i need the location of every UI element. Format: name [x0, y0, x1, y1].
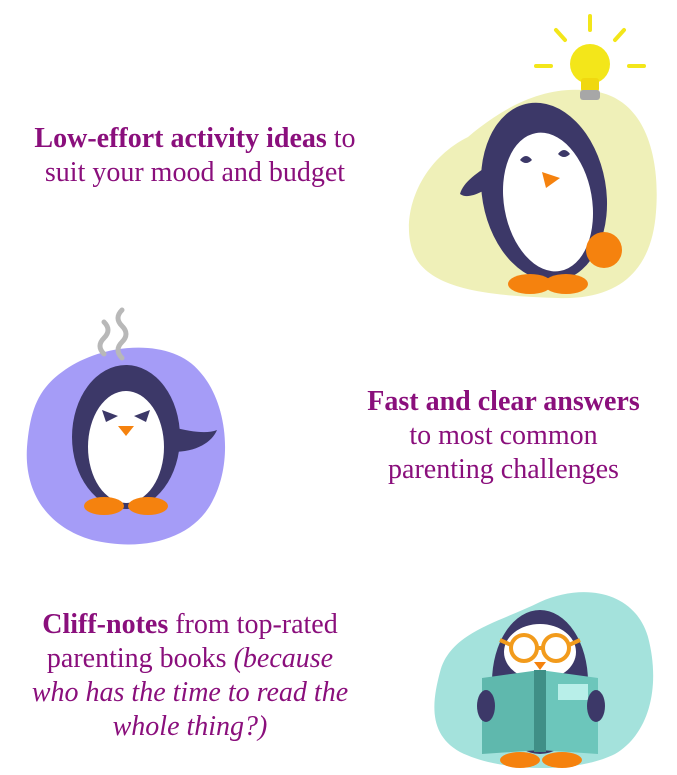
feature-line: Low-effort activity ideas to: [0, 122, 390, 156]
reading-penguin-icon: [420, 582, 660, 772]
feature-aside: whole thing?): [112, 711, 268, 742]
glasses-icon: [499, 633, 581, 663]
feature-text-span: parenting books: [46, 643, 234, 674]
feature-line: Fast and clear answers: [330, 385, 677, 419]
feature-highlight: Cliff-notes: [42, 609, 169, 640]
lightbulb-icon: [534, 14, 646, 68]
feature-line: who has the time to read the: [0, 676, 380, 710]
feature-aside: (because: [233, 643, 334, 674]
feature-line: suit your mood and budget: [44, 157, 346, 188]
feature-line: whole thing?): [0, 710, 380, 744]
feature-cliff-notes: Cliff-notes from top-rated parenting boo…: [0, 560, 677, 775]
feature-aside: who has the time to read the: [31, 677, 349, 708]
steaming-penguin-icon: [22, 302, 237, 552]
feature-activity-ideas: Low-effort activity ideas to suit your m…: [0, 0, 677, 300]
feature-line: parenting challenges: [388, 454, 619, 485]
feature-cliff-notes-text: Cliff-notes from top-rated parenting boo…: [0, 608, 380, 744]
feature-line: Cliff-notes from top-rated: [0, 608, 380, 642]
steam-icon: [97, 307, 129, 361]
feature-highlight: Fast and clear answers: [367, 386, 640, 417]
feature-text-span: from top-rated: [168, 609, 338, 640]
feature-fast-answers-text: Fast and clear answers to most common pa…: [330, 385, 677, 487]
feature-line: to most common: [409, 420, 598, 451]
feature-fast-answers: Fast and clear answers to most common pa…: [0, 300, 677, 560]
book-icon: [482, 670, 598, 754]
feature-line: parenting books (because: [0, 642, 380, 676]
penguin-with-lightbulb-icon: [408, 12, 668, 302]
feature-highlight: Low-effort activity ideas: [34, 123, 327, 154]
feature-text-span: to: [326, 123, 356, 154]
feature-activity-ideas-text: Low-effort activity ideas to suit your m…: [0, 122, 390, 190]
